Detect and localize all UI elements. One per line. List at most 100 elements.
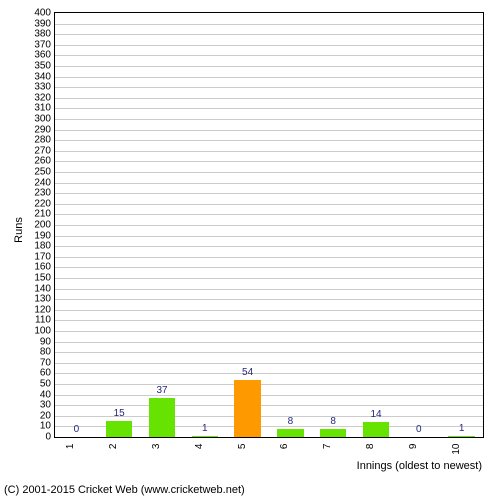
bar-value-label: 1 [459,423,465,434]
y-tick-label: 50 [40,379,55,390]
gridline [55,278,483,279]
y-tick-label: 160 [34,262,55,273]
gridline [55,384,483,385]
y-tick-label: 80 [40,347,55,358]
bar-value-label: 8 [330,416,336,427]
y-tick-label: 0 [45,432,55,443]
y-tick-label: 380 [34,29,55,40]
x-tick-label: 9 [406,444,419,450]
gridline [55,108,483,109]
gridline [55,331,483,332]
gridline [55,373,483,374]
y-tick-label: 350 [34,61,55,72]
gridline [55,87,483,88]
gridline [55,45,483,46]
gridline [55,225,483,226]
x-tick-label: 3 [149,444,162,450]
gridline [55,119,483,120]
gridline [55,320,483,321]
y-tick-label: 320 [34,92,55,103]
gridline [55,204,483,205]
gridline [55,257,483,258]
y-tick-label: 310 [34,103,55,114]
y-tick-label: 220 [34,198,55,209]
gridline [55,98,483,99]
gridline [55,342,483,343]
y-tick-label: 370 [34,39,55,50]
y-tick-label: 140 [34,283,55,294]
y-tick-label: 290 [34,124,55,135]
gridline [55,267,483,268]
bar-value-label: 8 [288,416,294,427]
bar [234,380,261,437]
x-tick-label: 6 [277,444,290,450]
y-tick-label: 230 [34,188,55,199]
y-tick-label: 180 [34,241,55,252]
y-tick-label: 210 [34,209,55,220]
bar [106,421,133,437]
gridline [55,236,483,237]
x-tick-label: 7 [320,444,333,450]
y-tick-label: 330 [34,82,55,93]
y-tick-label: 300 [34,114,55,125]
copyright-text: (C) 2001-2015 Cricket Web (www.cricketwe… [4,484,245,496]
bar-value-label: 54 [242,367,253,378]
y-tick-label: 110 [35,315,55,326]
y-tick-label: 250 [34,167,55,178]
gridline [55,214,483,215]
bar [192,436,219,437]
bar [363,422,390,437]
y-axis-label: Runs [13,217,25,243]
y-tick-label: 30 [40,400,55,411]
y-tick-label: 130 [34,294,55,305]
gridline [55,55,483,56]
x-axis-label: Innings (oldest to newest) [357,460,482,472]
x-tick-label: 8 [363,444,376,450]
gridline [55,151,483,152]
bar-value-label: 14 [370,409,381,420]
bar [149,398,176,437]
gridline [55,183,483,184]
y-tick-label: 240 [34,177,55,188]
bar [448,436,475,437]
y-tick-label: 390 [34,18,55,29]
y-tick-label: 120 [34,304,55,315]
bar-value-label: 15 [114,408,125,419]
gridline [55,299,483,300]
gridline [55,66,483,67]
y-tick-label: 20 [40,410,55,421]
y-tick-label: 90 [40,336,55,347]
gridline [55,246,483,247]
plot-area: 0102030405060708090100110120130140150160… [54,12,484,438]
y-tick-label: 70 [40,357,55,368]
y-tick-label: 260 [34,156,55,167]
x-tick-label: 2 [106,444,119,450]
gridline [55,193,483,194]
gridline [55,289,483,290]
gridline [55,395,483,396]
gridline [55,352,483,353]
y-tick-label: 270 [34,145,55,156]
y-tick-label: 40 [40,389,55,400]
gridline [55,363,483,364]
bar-value-label: 0 [74,424,80,435]
gridline [55,140,483,141]
y-tick-label: 340 [34,71,55,82]
x-tick-label: 1 [63,444,76,450]
gridline [55,405,483,406]
gridline [55,34,483,35]
bar-value-label: 1 [202,423,208,434]
y-tick-label: 150 [34,273,55,284]
y-tick-label: 190 [34,230,55,241]
y-tick-label: 60 [40,368,55,379]
gridline [55,77,483,78]
y-tick-label: 200 [34,220,55,231]
x-tick-label: 10 [449,444,462,455]
y-tick-label: 170 [34,251,55,262]
x-tick-label: 5 [235,444,248,450]
y-tick-label: 10 [40,421,55,432]
y-tick-label: 360 [34,50,55,61]
gridline [55,172,483,173]
gridline [55,310,483,311]
gridline [55,24,483,25]
